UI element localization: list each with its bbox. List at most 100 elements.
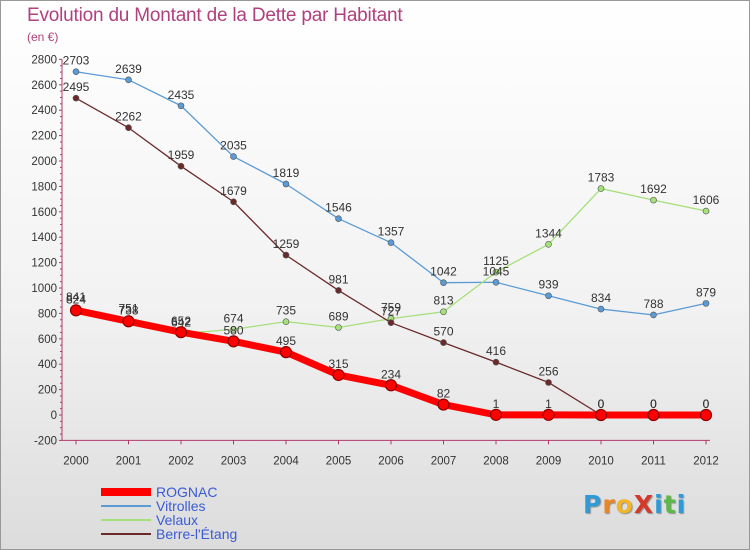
data-point xyxy=(279,346,293,359)
data-point xyxy=(69,304,83,317)
data-point xyxy=(492,278,500,286)
data-label: 788 xyxy=(643,297,663,311)
data-label: 2035 xyxy=(220,139,247,153)
y-tick-label: 200 xyxy=(38,385,57,397)
data-label: 580 xyxy=(223,323,243,337)
proxiti-logo: ProXiti xyxy=(583,490,686,519)
x-tick-label: 2002 xyxy=(168,455,194,467)
y-tick-label: 2000 xyxy=(31,156,57,168)
data-label: 1344 xyxy=(535,226,562,240)
y-tick-label: 1800 xyxy=(31,181,57,193)
data-point xyxy=(125,124,132,132)
data-label: 1692 xyxy=(640,182,667,196)
x-tick-label: 2006 xyxy=(378,455,404,467)
logo-letter: o xyxy=(615,490,634,519)
data-label: 1 xyxy=(545,397,552,411)
data-point xyxy=(545,292,552,300)
data-point xyxy=(230,198,237,206)
data-point xyxy=(440,339,447,346)
x-tick-label: 2009 xyxy=(536,455,562,467)
x-tick-label: 2010 xyxy=(588,455,614,467)
data-label: 759 xyxy=(381,301,401,315)
data-point xyxy=(72,68,80,76)
data-label: 879 xyxy=(696,285,716,299)
y-tick-label: 1600 xyxy=(31,207,57,219)
x-tick-label: 2011 xyxy=(641,455,666,467)
data-label: 416 xyxy=(486,344,506,358)
data-label: 1 xyxy=(493,397,500,411)
data-point xyxy=(440,308,447,316)
y-tick-label: 1200 xyxy=(31,258,57,270)
data-label: 824 xyxy=(66,292,86,306)
data-label: 0 xyxy=(598,397,605,411)
x-tick-label: 2007 xyxy=(431,455,457,467)
y-tick-label: -200 xyxy=(34,435,57,447)
data-point xyxy=(335,215,342,222)
x-tick-label: 2008 xyxy=(483,455,509,467)
data-label: 1606 xyxy=(693,193,720,207)
data-point xyxy=(230,153,237,160)
data-point xyxy=(335,324,342,331)
data-label: 1819 xyxy=(273,166,300,180)
data-point xyxy=(177,162,185,170)
data-label: 82 xyxy=(437,387,451,401)
data-label: 1959 xyxy=(168,148,195,162)
series-line-vitrolles xyxy=(75,71,707,316)
chart-subtitle: (en €) xyxy=(27,30,59,44)
data-point xyxy=(230,326,237,333)
data-point xyxy=(545,379,552,386)
data-point xyxy=(597,305,605,313)
data-point xyxy=(282,251,290,259)
legend-swatch-velaux xyxy=(101,519,151,521)
y-tick-label: 1000 xyxy=(31,283,57,295)
data-point xyxy=(387,319,395,326)
logo-letter: X xyxy=(633,490,655,519)
data-label: 2262 xyxy=(115,110,142,124)
data-point xyxy=(492,268,500,276)
data-label: 1783 xyxy=(588,171,615,185)
data-label: 0 xyxy=(703,397,710,411)
logo-letter: i xyxy=(654,490,664,519)
data-label: 689 xyxy=(328,309,348,323)
data-point xyxy=(699,408,713,422)
legend-label-vitrolles: Vitrolles xyxy=(156,498,206,514)
data-label: 0 xyxy=(650,397,657,411)
data-point xyxy=(72,94,80,102)
y-tick-label: 2200 xyxy=(31,131,57,143)
data-label: 1546 xyxy=(325,201,352,215)
logo-letter: r xyxy=(602,490,616,519)
data-point xyxy=(702,207,710,215)
data-point xyxy=(594,408,608,422)
legend-label-berre: Berre-l'Étang xyxy=(156,526,238,542)
data-point xyxy=(384,379,398,392)
logo-letter: i xyxy=(676,490,687,519)
data-label: 834 xyxy=(591,291,611,305)
data-label: 727 xyxy=(381,305,401,319)
data-point xyxy=(440,279,447,286)
data-label: 256 xyxy=(538,364,558,378)
data-label: 841 xyxy=(66,290,86,304)
data-label: 738 xyxy=(118,303,138,317)
data-label: 0 xyxy=(598,397,605,411)
data-label: 234 xyxy=(381,367,401,381)
x-tick-label: 2001 xyxy=(116,455,142,467)
y-tick-label: 2400 xyxy=(31,105,57,117)
x-tick-label: 2000 xyxy=(63,455,89,467)
data-point xyxy=(702,300,710,307)
legend-swatch-rognac xyxy=(101,488,151,496)
data-point xyxy=(332,368,345,382)
data-label: 315 xyxy=(328,357,348,371)
data-point xyxy=(174,326,188,339)
data-point xyxy=(177,102,185,110)
data-label: 2639 xyxy=(115,62,142,76)
data-label: 1259 xyxy=(273,237,300,251)
y-tick-label: 2800 xyxy=(31,54,57,66)
data-point xyxy=(282,180,290,188)
data-point xyxy=(542,408,555,421)
logo-letter: P xyxy=(583,490,603,519)
data-point xyxy=(647,408,660,422)
y-tick-label: 400 xyxy=(38,359,57,371)
data-point xyxy=(335,287,342,294)
